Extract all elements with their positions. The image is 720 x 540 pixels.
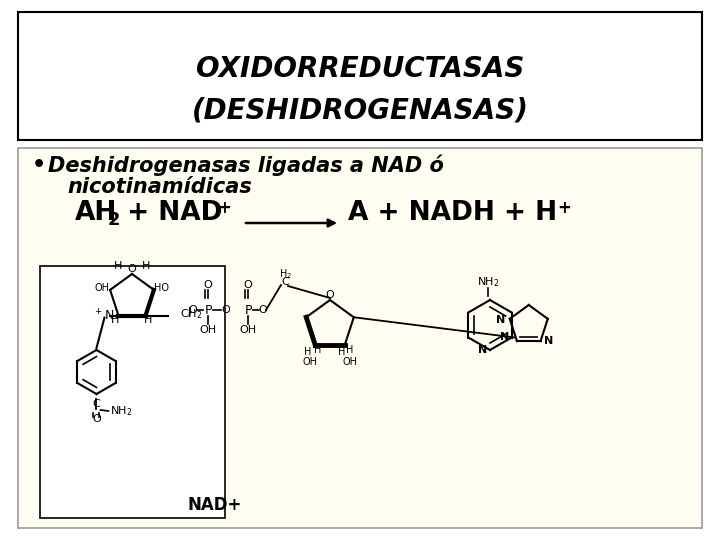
Text: H$_2$: H$_2$ [279, 267, 292, 281]
Text: N: N [544, 336, 553, 346]
Text: Deshidrogenasas ligadas a NAD ó: Deshidrogenasas ligadas a NAD ó [48, 154, 444, 176]
Text: C: C [93, 399, 100, 409]
Text: O: O [204, 280, 212, 290]
Text: O: O [127, 264, 136, 274]
Text: N: N [496, 315, 505, 325]
Text: O: O [189, 305, 197, 315]
Text: O: O [243, 280, 253, 290]
Text: nicotinamídicas: nicotinamídicas [67, 177, 252, 197]
Text: OH: OH [240, 325, 256, 335]
Text: 2: 2 [108, 211, 120, 229]
Text: OH: OH [94, 283, 109, 293]
Text: NH$_2$: NH$_2$ [110, 404, 133, 418]
Text: OH: OH [303, 357, 318, 367]
Bar [18, 148, 702, 528]
Text: CH$_2$: CH$_2$ [179, 307, 202, 321]
Text: P: P [244, 303, 252, 316]
Text: O: O [92, 414, 101, 424]
Text: H: H [346, 345, 354, 355]
Bar [40, 266, 225, 518]
Text: H: H [314, 345, 321, 355]
Text: OH: OH [199, 325, 217, 335]
Text: A + NADH + H: A + NADH + H [348, 200, 557, 226]
Text: +: + [557, 199, 571, 217]
Bar [18, 12, 702, 140]
Text: O: O [258, 305, 267, 315]
Text: O: O [325, 290, 334, 300]
Text: OH: OH [342, 357, 357, 367]
Text: H: H [114, 261, 122, 271]
Text: NAD+: NAD+ [188, 496, 242, 514]
Text: $^+$N: $^+$N [93, 308, 114, 323]
Text: +: + [217, 199, 231, 217]
Text: H: H [142, 261, 150, 271]
Text: + NAD: + NAD [118, 200, 222, 226]
Text: H: H [304, 347, 311, 357]
Text: AH: AH [75, 200, 117, 226]
Text: •: • [32, 155, 46, 175]
Text: HO: HO [154, 283, 169, 293]
Text: O: O [222, 305, 230, 315]
Text: (DESHIDROGENASAS): (DESHIDROGENASAS) [192, 96, 528, 124]
Text: N: N [500, 333, 509, 342]
Text: C: C [281, 277, 289, 287]
Text: P: P [204, 303, 212, 316]
Text: H: H [338, 347, 346, 357]
Text: H: H [144, 315, 153, 325]
Text: NH$_2$: NH$_2$ [477, 275, 499, 289]
Text: H: H [112, 315, 120, 325]
Text: N: N [478, 345, 487, 355]
Text: OXIDORREDUCTASAS: OXIDORREDUCTASAS [196, 55, 524, 83]
